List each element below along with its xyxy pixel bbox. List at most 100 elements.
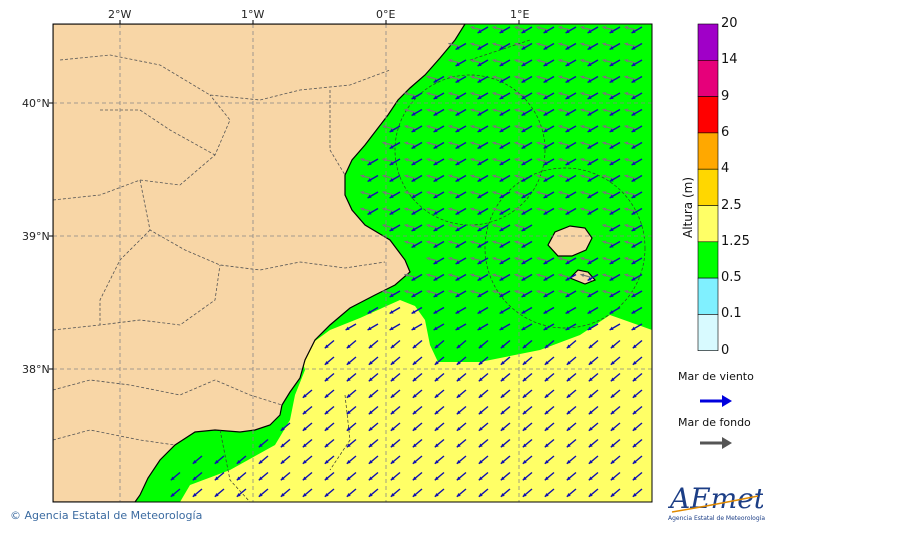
arrow-head — [360, 174, 365, 179]
arrow-head — [412, 360, 417, 365]
arrow-head — [426, 141, 431, 146]
arrow-head — [390, 459, 395, 464]
arrow-head — [580, 75, 585, 80]
arrow-head — [565, 310, 570, 314]
arrow-head — [565, 112, 570, 116]
arrow-head — [346, 393, 351, 398]
arrow-head — [477, 293, 482, 297]
arrow-head — [389, 310, 394, 314]
arrow-head — [433, 326, 438, 330]
arrow-head — [434, 360, 439, 365]
arrow-head — [499, 326, 504, 330]
arrow-head — [558, 75, 563, 80]
arrow-head — [492, 240, 497, 245]
arrow-head — [580, 157, 585, 162]
arrow-head — [500, 426, 505, 431]
arrow-head — [536, 207, 541, 212]
lon-label-1e: 1°E — [510, 8, 530, 21]
arrow-head — [543, 79, 548, 83]
arrow-head — [470, 91, 475, 96]
arrow-head — [544, 426, 549, 431]
arrow-head — [624, 42, 629, 47]
arrow-head — [566, 476, 571, 481]
arrow-head — [389, 178, 394, 182]
arrow-head — [455, 112, 460, 116]
arrow-head — [492, 256, 497, 261]
arrow-head — [477, 79, 482, 83]
arrow-head — [382, 174, 387, 179]
arrow-head — [389, 145, 394, 149]
arrow-head — [477, 260, 482, 264]
arrow-head — [411, 112, 416, 116]
arrow-head — [580, 207, 585, 212]
arrow-head — [565, 161, 570, 165]
arrow-head — [609, 46, 614, 50]
arrow-head — [434, 377, 439, 382]
arrow-head — [632, 443, 637, 448]
arrow-head — [624, 207, 629, 212]
arrow-head — [411, 277, 416, 281]
arrow-head — [536, 190, 541, 195]
arrow-head — [448, 289, 453, 294]
colorbar-title: Altura (m) — [681, 176, 695, 238]
arrow-head — [477, 244, 482, 248]
arrow-head — [521, 161, 526, 165]
arrow-head — [610, 492, 615, 497]
arrow-head — [632, 377, 637, 382]
arrow-head — [499, 161, 504, 165]
arrow-head — [404, 124, 409, 129]
arrow-head — [610, 377, 615, 382]
ibiza-island — [547, 225, 593, 257]
arrow-head — [478, 426, 483, 431]
arrow-head — [499, 128, 504, 132]
arrow-head — [389, 194, 394, 198]
arrow-head — [624, 223, 629, 228]
lat-label-40n: 40°N — [22, 97, 50, 110]
arrow-head — [492, 124, 497, 129]
arrow-head — [434, 492, 439, 497]
arrow-head — [492, 91, 497, 96]
arrow-head — [565, 95, 570, 99]
arrow-head — [500, 360, 505, 365]
arrow-head — [631, 293, 636, 297]
arrow-head — [499, 29, 504, 33]
arrow-head — [609, 62, 614, 66]
arrow-head — [609, 244, 614, 248]
arrow-head — [477, 62, 482, 66]
arrow-head — [236, 492, 241, 497]
arrow-head — [500, 492, 505, 497]
arrow-head — [631, 227, 636, 231]
arrow-head — [456, 393, 461, 398]
arrow-head — [610, 459, 615, 464]
arrow-head — [455, 277, 460, 281]
arrow-head — [624, 141, 629, 146]
arrow-head — [631, 29, 636, 33]
arrow-head — [455, 310, 460, 314]
arrow-head — [558, 174, 563, 179]
arrow-head — [499, 293, 504, 297]
arrow-head — [477, 46, 482, 50]
arrow-head — [433, 260, 438, 264]
colorbar-swatch — [697, 96, 719, 134]
arrow-head — [602, 108, 607, 113]
arrow-head — [456, 360, 461, 365]
arrow-head — [514, 91, 519, 96]
arrow-head — [521, 29, 526, 33]
colorbar-tick-label: 14 — [721, 52, 738, 68]
arrow-head — [455, 128, 460, 132]
arrow-head — [434, 459, 439, 464]
arrow-head — [324, 426, 329, 431]
arrow-head — [192, 459, 197, 464]
wind-sea-label: Mar de viento — [678, 370, 754, 383]
arrow-head — [522, 443, 527, 448]
arrow-head — [580, 91, 585, 96]
arrow-head — [522, 426, 527, 431]
arrow-head — [389, 211, 394, 215]
arrow-head — [455, 46, 460, 50]
arrow-head — [426, 190, 431, 195]
arrow-head — [426, 91, 431, 96]
arrow-head — [433, 178, 438, 182]
arrow-head — [382, 207, 387, 212]
arrow-head — [389, 293, 394, 297]
arrow-head — [543, 112, 548, 116]
